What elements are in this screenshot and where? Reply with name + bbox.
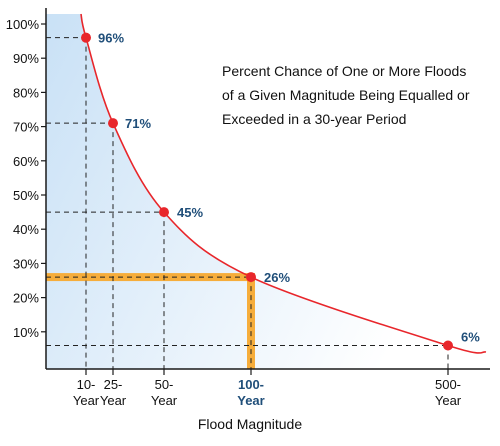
y-tick-label-4: 50% bbox=[13, 188, 39, 203]
x-axis-title: Flood Magnitude bbox=[198, 416, 303, 432]
data-label-2: 45% bbox=[177, 205, 203, 220]
highlight-bar-vertical-3 bbox=[247, 273, 255, 369]
curve-layer bbox=[80, 13, 487, 354]
y-tick-label-9: 100% bbox=[6, 17, 40, 32]
x-tick-label-1-line-1: 25- bbox=[104, 377, 123, 392]
data-label-3: 26% bbox=[264, 270, 290, 285]
y-tick-label-0: 10% bbox=[13, 325, 39, 340]
y-tick-label-1: 20% bbox=[13, 291, 39, 306]
chart-title-line-1: Percent Chance of One or More Floods bbox=[222, 63, 466, 79]
x-tick-label-4-line-2: Year bbox=[435, 393, 462, 408]
data-point-0 bbox=[81, 32, 91, 43]
x-tick-label-1-line-2: Year bbox=[100, 393, 127, 408]
x-tick-label-2-line-2: Year bbox=[151, 393, 178, 408]
x-tick-label-4-line-1: 500- bbox=[435, 377, 461, 392]
probability-curve bbox=[80, 13, 487, 354]
highlight-layer bbox=[46, 273, 255, 369]
data-point-1 bbox=[108, 118, 118, 129]
y-tick-label-7: 80% bbox=[13, 85, 39, 100]
chart-title-line-2: of a Given Magnitude Being Equalled or bbox=[222, 87, 470, 103]
data-point-3 bbox=[246, 272, 256, 283]
y-tick-label-2: 30% bbox=[13, 256, 39, 271]
data-point-2 bbox=[159, 207, 169, 218]
chart-title-line-3: Exceeded in a 30-year Period bbox=[222, 111, 406, 127]
highlight-bar-horizontal-3 bbox=[46, 273, 255, 282]
data-point-4 bbox=[443, 340, 453, 351]
text-layer: Percent Chance of One or More Floods of … bbox=[198, 63, 470, 432]
points-layer: 96% 71% 45% 26% 6% bbox=[81, 31, 480, 351]
x-tick-label-3-line-2: Year bbox=[237, 393, 264, 408]
data-label-0: 96% bbox=[98, 31, 124, 46]
axes-layer: 10%20%30%40%50%60%70%80%90%100%10-Year25… bbox=[6, 8, 490, 408]
guide-lines-layer bbox=[46, 37, 449, 369]
x-tick-label-0-line-1: 10- bbox=[77, 377, 96, 392]
y-tick-label-6: 70% bbox=[13, 120, 39, 135]
y-tick-label-3: 40% bbox=[13, 222, 39, 237]
x-tick-label-0-line-2: Year bbox=[73, 393, 100, 408]
x-tick-label-3-line-1: 100- bbox=[238, 377, 264, 392]
data-label-1: 71% bbox=[125, 116, 151, 131]
y-tick-label-8: 90% bbox=[13, 51, 39, 66]
data-label-4: 6% bbox=[461, 329, 480, 344]
x-tick-label-2-line-1: 50- bbox=[155, 377, 174, 392]
y-tick-label-5: 60% bbox=[13, 154, 39, 169]
